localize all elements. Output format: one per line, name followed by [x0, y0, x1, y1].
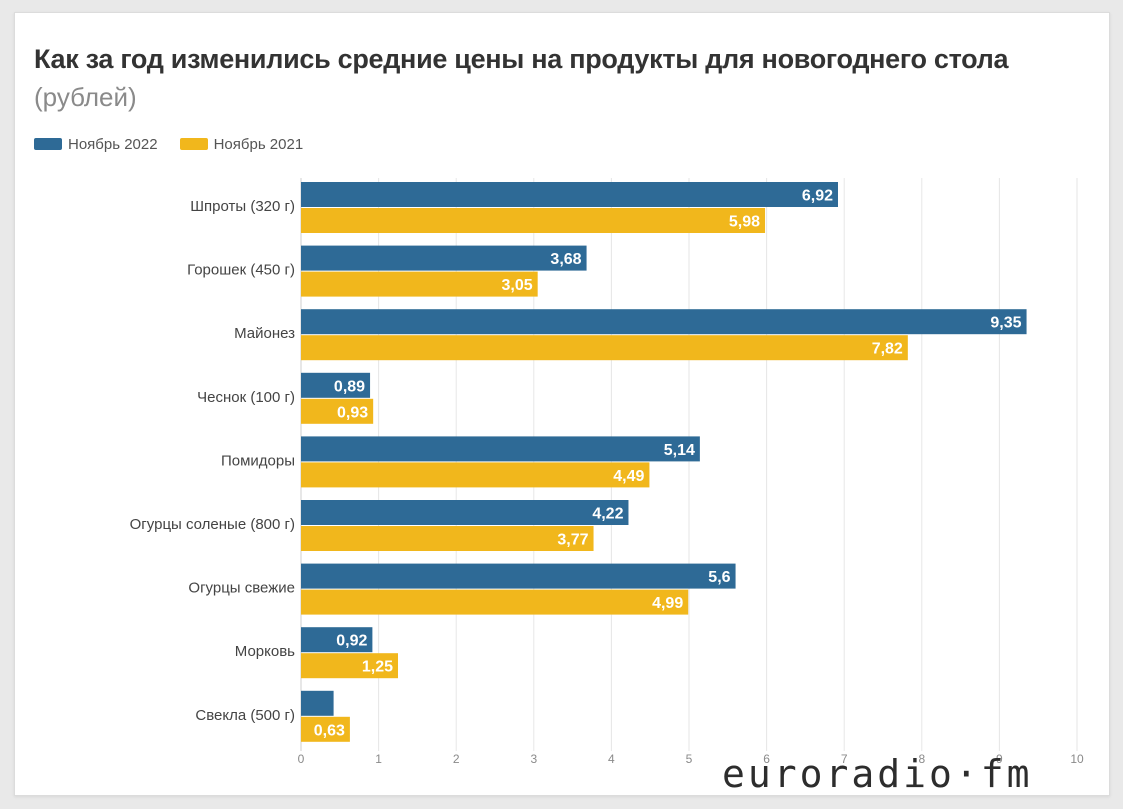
bar-1-4 — [301, 462, 650, 488]
x-tick-label-10: 10 — [1070, 752, 1084, 766]
chart-subtitle: (рублей) — [34, 82, 137, 112]
data-label-1-7: 1,25 — [362, 659, 393, 676]
bar-0-6 — [301, 563, 736, 589]
legend-swatch-2022 — [34, 138, 62, 150]
bar-1-7 — [301, 653, 398, 679]
data-label-1-5: 3,77 — [557, 532, 588, 549]
category-label-1: Горошек (450 г) — [187, 262, 295, 279]
x-tick-label-4: 4 — [608, 752, 615, 766]
bar-0-0 — [301, 182, 838, 207]
bar-0-7 — [301, 627, 373, 653]
data-label-0-5: 4,22 — [592, 506, 623, 523]
bar-0-5 — [301, 500, 629, 525]
x-tick-label-2: 2 — [453, 752, 460, 766]
legend-item-2021[interactable]: Ноябрь 2021 — [179, 135, 304, 153]
bar-1-8 — [301, 716, 350, 742]
bar-0-2 — [301, 309, 1027, 335]
bar-1-3 — [301, 398, 374, 424]
category-label-2: Майонез — [234, 325, 295, 342]
data-label-0-3: 0,89 — [334, 378, 365, 395]
euroradio-logo-watermark: euroradio·fm — [722, 752, 1033, 796]
x-tick-label-6: 6 — [763, 752, 770, 766]
bar-0-3 — [301, 372, 371, 398]
data-label-0-6: 5,6 — [708, 569, 730, 586]
data-label-1-6: 4,99 — [652, 595, 683, 612]
category-label-0: Шпроты (320 г) — [190, 198, 295, 215]
x-tick-label-5: 5 — [686, 752, 693, 766]
data-label-1-1: 3,05 — [502, 277, 533, 294]
data-label-1-0: 5,98 — [729, 214, 760, 231]
category-label-7: Морковь — [235, 643, 295, 660]
category-label-4: Помидоры — [221, 452, 295, 469]
data-label-0-1: 3,68 — [550, 251, 581, 268]
legend-label-2021: Ноябрь 2021 — [213, 135, 304, 153]
data-label-0-0: 6,92 — [802, 188, 833, 205]
category-label-5: Огурцы соленые (800 г) — [130, 516, 295, 533]
legend-label-2022: Ноябрь 2022 — [68, 135, 158, 153]
category-label-8: Свекла (500 г) — [195, 707, 295, 724]
bar-0-8 — [301, 690, 334, 716]
x-tick-label-0: 0 — [298, 752, 305, 766]
legend-item-2022[interactable]: Ноябрь 2022 — [34, 136, 158, 153]
legend-swatch-2021 — [179, 138, 208, 150]
data-label-1-4: 4,49 — [613, 468, 644, 485]
x-tick-label-1: 1 — [375, 752, 382, 766]
bar-1-1 — [301, 271, 538, 297]
data-label-0-2: 9,35 — [990, 315, 1021, 332]
bar-1-5 — [301, 526, 594, 551]
bar-0-1 — [301, 245, 587, 271]
bar-1-2 — [301, 335, 908, 361]
data-label-1-3: 0,93 — [337, 404, 368, 421]
category-label-6: Огурцы свежие — [188, 580, 295, 597]
chart-legend: Ноябрь 2022 Ноябрь 2021 — [34, 134, 325, 154]
x-tick-label-3: 3 — [530, 752, 537, 766]
category-label-3: Чеснок (100 г) — [197, 389, 295, 406]
x-tick-label-9: 9 — [996, 752, 1003, 766]
data-label-0-7: 0,92 — [336, 633, 367, 650]
data-label-1-8: 0,63 — [314, 722, 345, 739]
bar-0-4 — [301, 436, 700, 462]
bar-1-6 — [301, 589, 689, 615]
data-label-1-2: 7,82 — [872, 341, 903, 358]
data-label-0-4: 5,14 — [664, 442, 695, 459]
x-tick-label-8: 8 — [918, 752, 925, 766]
bar-1-0 — [301, 208, 766, 233]
chart-title: Как за год изменились средние цены на пр… — [34, 44, 1009, 74]
x-tick-label-7: 7 — [841, 752, 848, 766]
